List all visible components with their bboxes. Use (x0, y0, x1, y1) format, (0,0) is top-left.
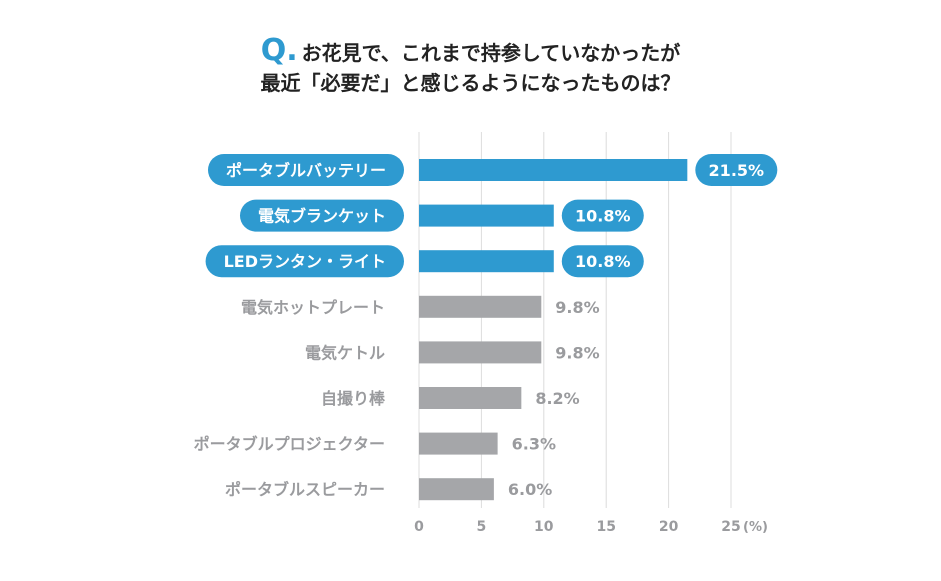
bar (419, 387, 522, 409)
category-pill (239, 199, 404, 232)
category-label: ポータブルスピーカー (225, 480, 385, 499)
x-tick-label: 10 (534, 519, 554, 535)
category-pill (205, 245, 404, 278)
category-pill (207, 154, 404, 186)
value-pill (561, 245, 644, 278)
category-label: 自撮り棒 (321, 389, 386, 408)
bar (419, 159, 688, 181)
title-text-1: お花見で、これまで持参していなかったが (301, 41, 681, 65)
x-tick-label: 0 (414, 519, 424, 535)
value-pill (561, 199, 644, 232)
value-label: 21.5% (709, 161, 765, 180)
bar (419, 478, 494, 501)
x-unit-label: (%) (743, 520, 768, 535)
bar (419, 295, 542, 318)
category-label: 電気ブランケット (258, 207, 386, 226)
category-label: 電気ケトル (305, 343, 385, 362)
chart-title: Q. お花見で、これまで持参していなかったが 最近「必要だ」と感じるようになったも… (0, 36, 941, 98)
bar (419, 432, 498, 455)
x-tick-label: 25 (721, 519, 740, 535)
title-line-1: Q. お花見で、これまで持参していなかったが (0, 36, 941, 68)
category-label: ポータブルプロジェクター (194, 435, 385, 454)
bar (419, 204, 554, 227)
value-label: 8.2% (535, 389, 579, 408)
value-label: 10.8% (575, 207, 631, 226)
value-label: 6.3% (512, 435, 556, 454)
value-pill (695, 154, 778, 186)
title-line-2: 最近「必要だ」と感じるようになったものは？ (260, 71, 681, 95)
category-label: ポータブルバッテリー (226, 161, 386, 180)
value-label: 6.0% (508, 480, 552, 499)
bar (419, 250, 554, 273)
category-label: LEDランタン・ライト (224, 252, 386, 271)
value-label: 10.8% (575, 252, 631, 271)
value-label: 9.8% (555, 343, 599, 362)
x-tick-label: 20 (659, 519, 679, 535)
category-label: 電気ホットプレート (241, 298, 385, 317)
bar (419, 341, 542, 364)
value-label: 9.8% (555, 298, 599, 317)
question-mark: Q. (260, 33, 298, 68)
x-tick-label: 5 (477, 519, 487, 535)
x-tick-label: 15 (596, 519, 615, 535)
